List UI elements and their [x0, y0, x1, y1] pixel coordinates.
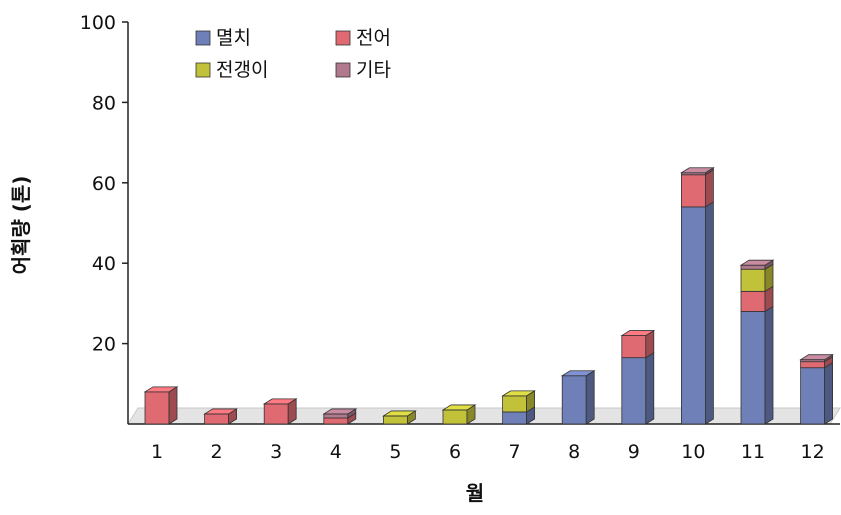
x-axis-title: 월	[466, 481, 484, 505]
bar-top-face	[560, 370, 596, 377]
bar-segment	[442, 404, 476, 425]
bar-segment	[144, 386, 178, 425]
bar-top-face	[799, 354, 834, 361]
bar-segment-side	[705, 201, 714, 425]
bar-segment-front	[681, 206, 706, 425]
bar-segment	[681, 201, 714, 425]
x-tick-label: 4	[330, 441, 342, 463]
x-tick-label: 12	[801, 441, 825, 463]
legend-label: 전갱이	[216, 59, 268, 81]
x-tick-label: 10	[681, 441, 705, 463]
legend-item: 전갱이	[195, 59, 268, 81]
bar-top-face	[680, 167, 715, 174]
bar-segment-front	[323, 417, 349, 425]
legend-item: 전어	[335, 27, 391, 49]
x-tick-label: 6	[449, 441, 461, 463]
bar-segment-side	[824, 361, 833, 425]
bar-segment	[800, 361, 833, 425]
bar-segment	[621, 329, 655, 359]
x-tick-label: 5	[389, 441, 401, 463]
legend-swatch	[335, 62, 351, 78]
bar-segment	[502, 406, 535, 425]
x-tick-label: 8	[568, 441, 580, 463]
legend-label: 전어	[356, 27, 391, 49]
bar-segment-front	[740, 311, 766, 425]
y-tick-label: 100	[80, 12, 116, 34]
bars	[143, 167, 834, 425]
bar-segment-front	[204, 413, 230, 425]
legend-swatch	[195, 62, 211, 78]
legend-swatch	[335, 30, 351, 46]
bar-top-face	[382, 410, 417, 417]
bar-segment-front	[621, 357, 647, 425]
y-tick-label: 80	[92, 92, 116, 114]
bar-top-face	[203, 408, 238, 415]
x-tick-label: 2	[211, 441, 223, 463]
bar-segment-front	[800, 361, 825, 369]
legend-item: 멸치	[195, 27, 251, 49]
bar-segment-front	[740, 264, 766, 270]
bar-top-face	[441, 404, 477, 411]
bar-top-face	[620, 330, 656, 336]
bar-segment-side	[585, 370, 595, 425]
bar-segment-front	[323, 413, 349, 419]
bar-top-face	[143, 386, 179, 393]
x-tick-label: 7	[509, 441, 521, 463]
y-tick-label: 40	[92, 253, 116, 275]
bar-segment-front	[621, 335, 647, 359]
bar-segment-side	[645, 351, 655, 425]
bar-segment	[740, 305, 774, 425]
y-axis-title: 어획량 (톤)	[9, 176, 33, 275]
bar-segment-side	[168, 386, 178, 425]
bar-segment-front	[382, 415, 408, 425]
bar-segment	[561, 370, 595, 425]
bar-segment-front	[144, 391, 170, 425]
bar-segment-side	[764, 305, 774, 425]
bar-segment-front	[681, 174, 706, 208]
bar-segment	[621, 351, 655, 425]
bar-segment-front	[263, 403, 289, 425]
x-tick-label: 9	[628, 441, 640, 463]
bar-segment-front	[561, 375, 587, 425]
y-tick-label: 20	[92, 334, 116, 356]
bar-top-face	[322, 408, 358, 415]
x-tick-label: 3	[270, 441, 282, 463]
axes	[122, 21, 840, 425]
bar-segment	[681, 169, 714, 208]
x-tick-label: 1	[151, 441, 163, 463]
bar-segment-side	[705, 169, 714, 208]
bar-segment	[740, 285, 774, 313]
x-tick-label: 11	[741, 441, 765, 463]
bar-segment-front	[442, 409, 468, 425]
bar-segment-front	[800, 367, 825, 425]
bar-top-face	[739, 259, 775, 266]
legend-label: 멸치	[216, 27, 251, 49]
bar-segment-front	[502, 395, 528, 413]
legend-label: 기타	[356, 59, 391, 81]
y-tick-label: 60	[92, 173, 116, 195]
bar-segment-front	[502, 411, 528, 425]
bar-top-face	[262, 398, 298, 405]
legend-item: 기타	[335, 59, 391, 81]
bar-segment-front	[740, 290, 766, 312]
legend-swatch	[195, 30, 211, 46]
bar-top-face	[501, 390, 536, 397]
bar-segment-front	[740, 268, 766, 292]
